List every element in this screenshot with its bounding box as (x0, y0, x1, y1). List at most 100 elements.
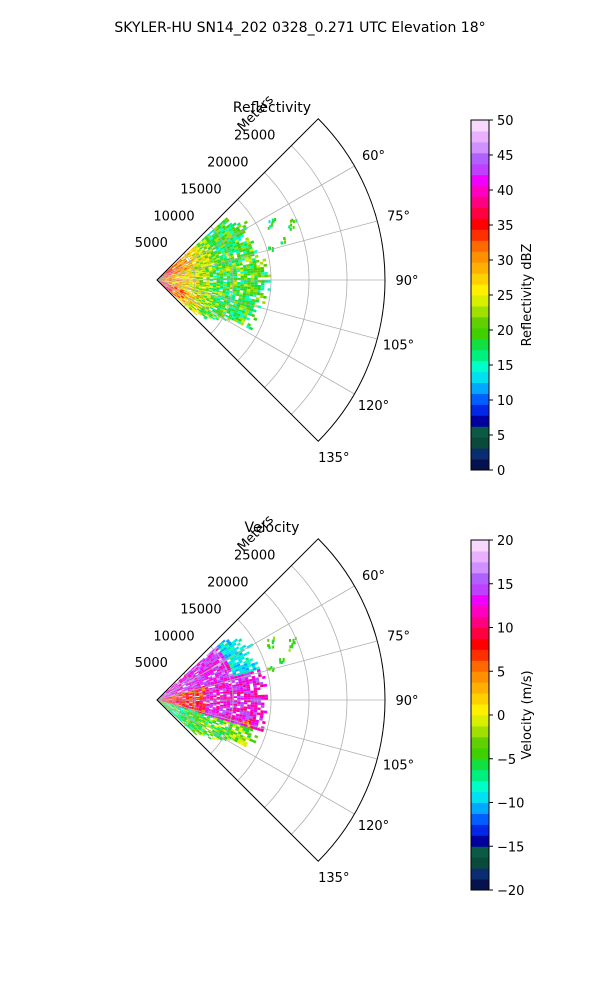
radar-bin (243, 695, 248, 698)
radar-bin (212, 289, 216, 292)
radar-bin (189, 275, 193, 277)
radar-bin (166, 691, 170, 694)
radar-bin (182, 283, 186, 285)
radar-bin (238, 729, 243, 733)
radar-bin (211, 724, 215, 727)
radar-bin (185, 684, 190, 687)
radar-bin (211, 265, 216, 268)
radar-bin (271, 248, 274, 252)
radar-bin (186, 719, 191, 722)
radar-bin (189, 282, 193, 284)
radar-bin (222, 686, 226, 689)
radar-bin (180, 687, 184, 690)
radar-bin (251, 721, 256, 725)
radar-bin (187, 290, 191, 292)
radar-bin (184, 269, 188, 272)
radar-bin (223, 284, 227, 287)
radar-bin (214, 304, 219, 307)
radar-bin (226, 281, 231, 284)
radar-bin (260, 728, 264, 733)
radar-bin (188, 693, 193, 695)
radar-bin (260, 269, 265, 273)
colorbar-tick-label: 0 (497, 709, 505, 724)
radar-bin (171, 703, 176, 705)
radar-bin (223, 718, 228, 722)
radar-bin (184, 288, 188, 291)
radar-bin (200, 714, 204, 717)
radar-bin (181, 256, 185, 259)
radar-bin (167, 704, 172, 707)
radar-bin (196, 263, 201, 266)
radar-bin (192, 308, 196, 312)
radar-bin (215, 288, 220, 291)
radar-bin (226, 274, 231, 277)
radar-bin (197, 300, 202, 304)
radar-bin (168, 709, 172, 713)
radar-bin (215, 267, 220, 270)
radar-bin (204, 710, 209, 713)
radar-bin (223, 646, 227, 651)
radar-bin (191, 259, 195, 262)
radar-bin (177, 714, 182, 717)
radar-bin (173, 288, 177, 291)
radar-bin (214, 293, 219, 296)
radar-bin (161, 700, 166, 702)
radar-bin (202, 284, 207, 286)
radar-bin (206, 681, 211, 684)
radar-bin (170, 712, 174, 715)
radar-bin (208, 289, 213, 291)
radar-bin (189, 276, 193, 278)
radar-bin (182, 275, 186, 277)
radar-bin (173, 690, 178, 693)
radar-bin (163, 273, 167, 276)
radar-bin (251, 665, 256, 669)
radar-bin (243, 313, 248, 318)
radar-bin (196, 281, 200, 284)
radar-bin (201, 269, 206, 272)
radar-bin (238, 309, 243, 313)
radar-bin (239, 725, 244, 729)
radar-bin (179, 291, 183, 294)
radar-bin (237, 738, 242, 742)
radar-bin (205, 707, 210, 709)
radar-bin (186, 713, 190, 716)
radar-bin (195, 718, 199, 721)
radar-bin (254, 284, 258, 288)
radar-bin (223, 226, 227, 231)
radar-bin (205, 663, 210, 667)
radar-bin (185, 273, 189, 276)
radar-bin (290, 645, 293, 648)
radar-bin (171, 273, 175, 275)
radar-bin (161, 276, 165, 278)
radar-bin (240, 271, 244, 274)
radar-bin (180, 289, 184, 292)
radar-bin (212, 257, 217, 260)
radar-bin (238, 261, 243, 264)
radar-bin (216, 240, 220, 245)
radar-bin (215, 227, 220, 232)
radar-bin (201, 708, 206, 711)
radar-bin (273, 636, 275, 640)
radar-bin (209, 258, 214, 262)
radar-bin (246, 713, 250, 716)
radar-bin (198, 299, 202, 303)
radar-bin (168, 277, 172, 279)
radar-bin (209, 237, 214, 241)
radar-bin (216, 248, 221, 252)
radar-bin (177, 714, 181, 718)
radar-bin (209, 677, 213, 680)
radar-bin (182, 703, 186, 705)
radar-bin (206, 277, 210, 279)
radar-bin (188, 273, 193, 276)
radar-bin (174, 691, 178, 694)
radar-bin (188, 691, 192, 693)
radar-bin (181, 682, 185, 685)
radar-bin (247, 700, 251, 703)
radar-bin (259, 715, 264, 719)
radar-bin (204, 674, 208, 678)
radar-bin (168, 275, 172, 277)
radar-bin (252, 682, 257, 686)
radar-bin (182, 697, 186, 699)
radar-bin (201, 299, 206, 303)
radar-bin (192, 728, 196, 732)
